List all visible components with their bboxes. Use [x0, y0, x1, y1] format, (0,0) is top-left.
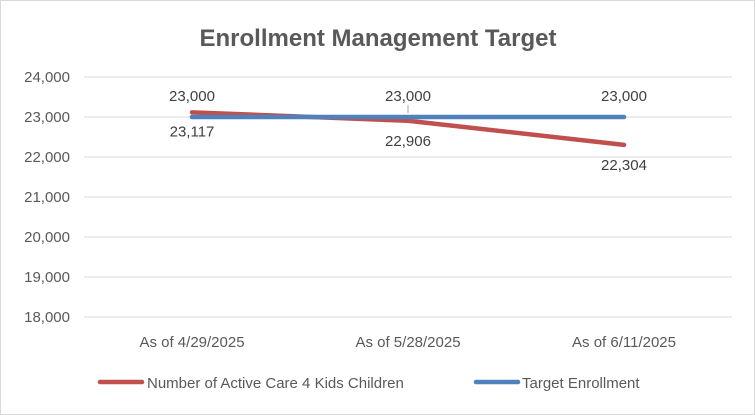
- x-tick-label: As of 5/28/2025: [355, 334, 460, 351]
- x-tick-label: As of 6/11/2025: [572, 334, 676, 351]
- legend-label: Number of Active Care 4 Kids Children: [147, 375, 404, 392]
- y-tick-label: 19,000: [24, 269, 70, 286]
- data-label: 23,117: [170, 123, 215, 140]
- legend-label: Target Enrollment: [522, 375, 640, 392]
- y-tick-label: 24,000: [24, 69, 70, 86]
- data-label: 22,906: [385, 133, 431, 150]
- x-tick-label: As of 4/29/2025: [139, 334, 244, 351]
- data-label: 23,000: [169, 88, 215, 105]
- data-label: 23,000: [601, 88, 647, 105]
- y-tick-label: 21,000: [24, 189, 70, 206]
- y-tick-label: 22,000: [24, 149, 70, 166]
- data-label: 22,304: [601, 157, 647, 174]
- y-tick-label: 23,000: [24, 109, 70, 126]
- y-tick-label: 18,000: [24, 309, 70, 326]
- y-tick-label: 20,000: [24, 229, 70, 246]
- chart-title: Enrollment Management Target: [200, 25, 557, 52]
- data-label: 23,000: [385, 88, 431, 105]
